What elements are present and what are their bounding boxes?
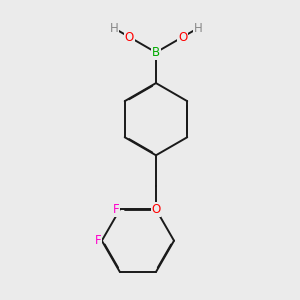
Text: H: H xyxy=(194,22,203,34)
Text: F: F xyxy=(113,203,120,216)
Text: H: H xyxy=(110,22,118,34)
Text: O: O xyxy=(151,203,160,216)
Text: O: O xyxy=(125,31,134,44)
Text: O: O xyxy=(178,31,187,44)
Text: F: F xyxy=(95,234,101,247)
Text: B: B xyxy=(152,46,160,59)
